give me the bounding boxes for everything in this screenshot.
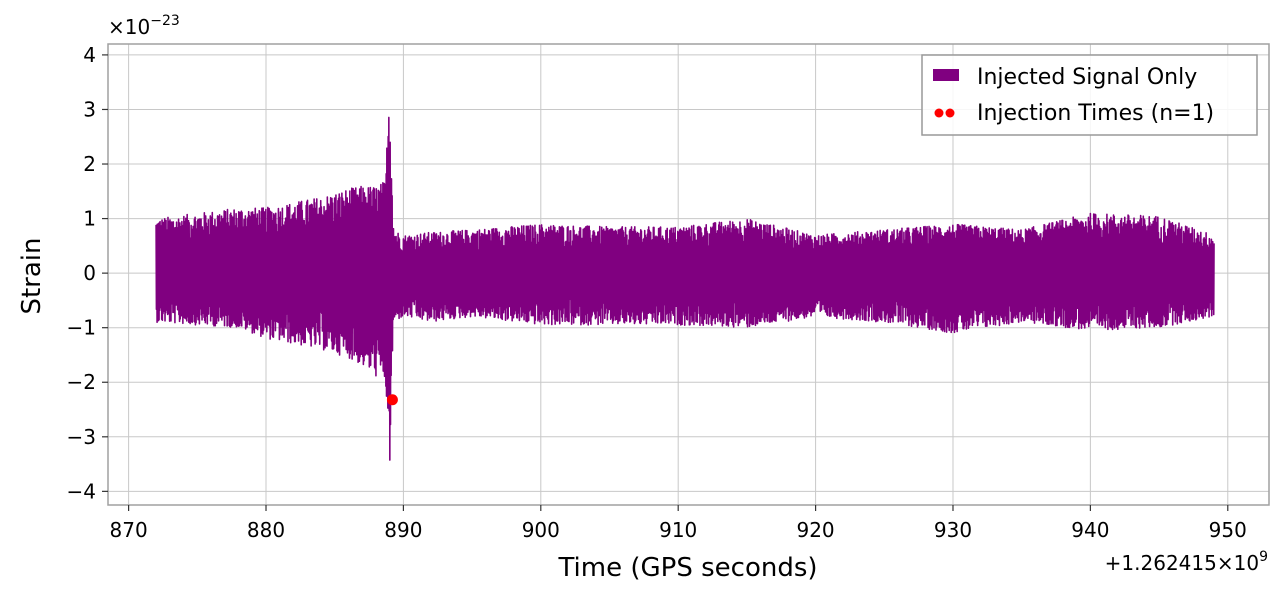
legend-marker-injection-times bbox=[934, 108, 944, 118]
y-tick-label: −4 bbox=[67, 479, 96, 503]
x-tick-label: 890 bbox=[384, 518, 422, 542]
legend-label-injected-signal: Injected Signal Only bbox=[977, 65, 1197, 90]
y-tick-label: 4 bbox=[83, 43, 96, 67]
x-tick-label: 880 bbox=[247, 518, 285, 542]
x-axis-ticks: 870 880 890 900 910 920 930 940 950 bbox=[110, 505, 1247, 542]
x-tick-label: 870 bbox=[110, 518, 148, 542]
x-tick-label: 910 bbox=[659, 518, 697, 542]
legend-marker-injection-times bbox=[945, 108, 955, 118]
series-injected-signal-line bbox=[155, 116, 1215, 461]
x-tick-label: 920 bbox=[796, 518, 834, 542]
x-tick-label: 900 bbox=[522, 518, 560, 542]
y-axis-label: Strain bbox=[17, 237, 47, 314]
legend-swatch-injected-signal bbox=[933, 69, 959, 81]
y-tick-label: −3 bbox=[67, 425, 96, 449]
legend: Injected Signal Only Injection Times (n=… bbox=[921, 54, 1258, 136]
injection-time-point bbox=[386, 394, 398, 406]
y-tick-label: −2 bbox=[67, 370, 96, 394]
y-tick-label: 3 bbox=[83, 97, 96, 121]
x-axis-label: Time (GPS seconds) bbox=[557, 553, 817, 583]
y-axis-ticks: −4 −3 −2 −1 0 1 2 3 4 bbox=[67, 43, 108, 503]
x-tick-label: 950 bbox=[1209, 518, 1247, 542]
y-tick-label: −1 bbox=[67, 316, 96, 340]
plot-frame bbox=[107, 43, 1270, 506]
x-tick-label: 930 bbox=[934, 518, 972, 542]
x-tick-label: 940 bbox=[1071, 518, 1109, 542]
y-tick-label: 2 bbox=[83, 152, 96, 176]
plot-series bbox=[155, 116, 1215, 461]
legend-box bbox=[921, 54, 1258, 136]
x-offset-label: +1.262415×109 bbox=[1105, 549, 1268, 575]
y-tick-label: 0 bbox=[83, 261, 96, 285]
y-tick-label: 1 bbox=[83, 207, 96, 231]
y-scale-factor: ×10−23 bbox=[108, 13, 180, 39]
legend-label-injection-times: Injection Times (n=1) bbox=[977, 101, 1214, 126]
